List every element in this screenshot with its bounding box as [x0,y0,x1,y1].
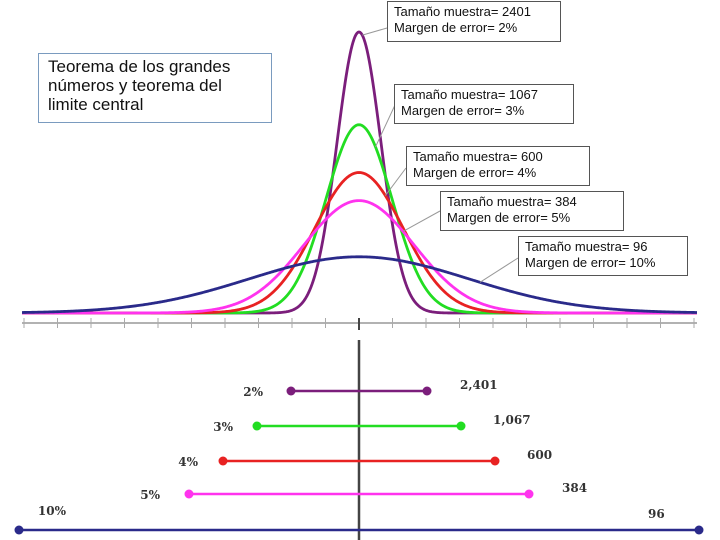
annotation-2401-margin: Margen de error= 2% [394,20,518,35]
interval-endpoint-right [524,489,534,499]
theorem-title: Teorema de los grandes números y teorema… [48,57,231,114]
interval-endpoint-right [694,525,704,535]
annotation-384-margin: Margen de error= 5% [447,210,571,225]
interval-margin-label: 2% [243,385,263,399]
annotation-600: Tamaño muestra= 600 Margen de error= 4% [406,146,590,186]
interval-margin-label: 4% [178,455,198,469]
interval-margin-label: 10% [38,504,67,518]
density-curve-384 [22,199,697,315]
annotation-96: Tamaño muestra= 96 Margen de error= 10% [518,236,688,276]
annotation-384: Tamaño muestra= 384 Margen de error= 5% [440,191,624,231]
callout-line-1067 [375,104,396,148]
annotation-1067: Tamaño muestra= 1067 Margen de error= 3% [394,84,574,124]
annotation-96-margin: Margen de error= 10% [525,255,656,270]
interval-size-label: 96 [648,507,665,521]
annotation-600-margin: Margen de error= 4% [413,165,537,180]
normal-curves-chart [21,27,698,330]
callout-line-384 [402,210,441,232]
interval-endpoint-right [490,456,500,466]
annotation-1067-size: Tamaño muestra= 1067 [401,87,538,102]
interval-endpoint-right [456,421,466,431]
interval-margin-label: 3% [213,420,233,434]
theorem-title-box: Teorema de los grandes números y teorema… [38,53,272,123]
interval-endpoint-left [184,489,194,499]
annotation-2401: Tamaño muestra= 2401 Margen de error= 2% [387,1,561,42]
callout-line-2401 [362,27,388,36]
interval-margin-label: 5% [140,488,160,502]
annotation-96-size: Tamaño muestra= 96 [525,239,648,254]
annotation-2401-size: Tamaño muestra= 2401 [394,4,531,19]
interval-size-label: 384 [562,481,587,495]
density-curve-96 [21,255,698,314]
interval-size-label: 1,067 [493,413,531,427]
interval-marks: 2% 2,401 3% 1,067 4% 600 5% 384 10% 96 [14,378,704,535]
annotation-1067-margin: Margen de error= 3% [401,103,525,118]
interval-size-label: 600 [527,448,552,462]
annotation-600-size: Tamaño muestra= 600 [413,149,543,164]
interval-endpoint-left [14,525,24,535]
interval-size-label: 2,401 [460,378,498,392]
callout-lines [362,27,519,283]
interval-endpoint-left [286,386,296,396]
callout-line-600 [384,167,407,196]
interval-chart: 2% 2,401 3% 1,067 4% 600 5% 384 10% 96 [14,340,704,540]
curve-lines [21,30,698,315]
interval-endpoint-left [218,456,228,466]
callout-line-96 [479,257,519,283]
interval-endpoint-left [252,421,262,431]
annotation-384-size: Tamaño muestra= 384 [447,194,577,209]
curves-baseline [22,318,697,330]
interval-endpoint-right [422,386,432,396]
